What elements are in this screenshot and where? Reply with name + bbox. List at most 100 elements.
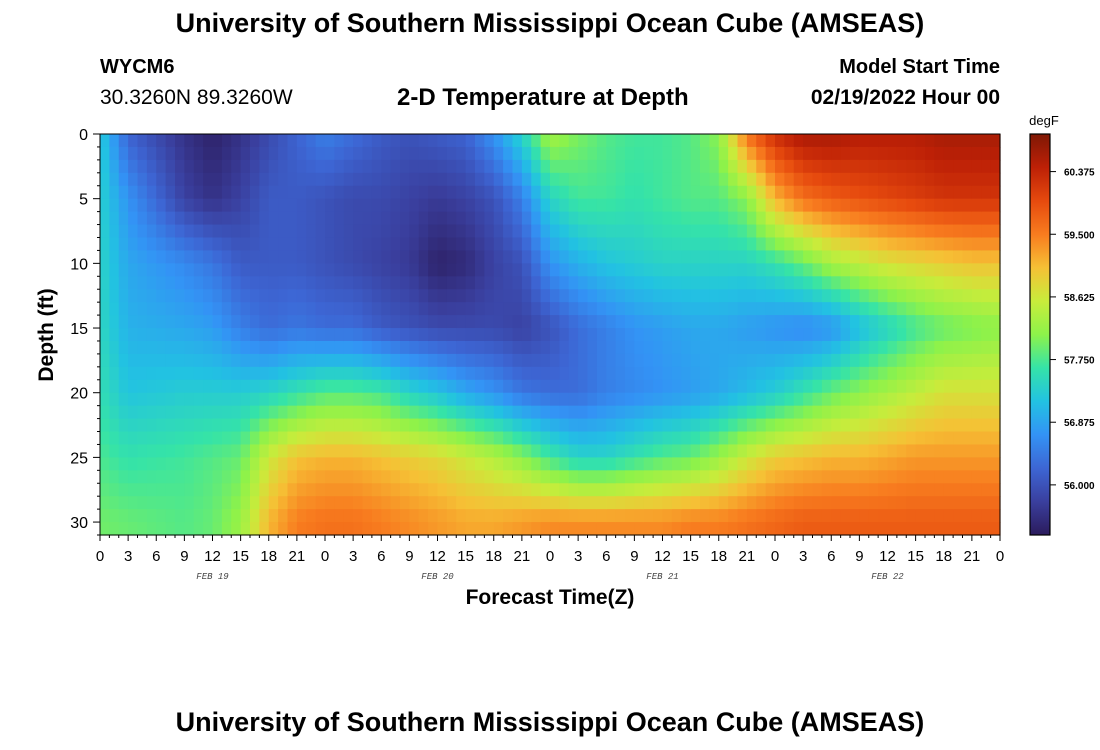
heatmap-cell	[446, 159, 457, 174]
heatmap-cell	[568, 366, 579, 381]
heatmap-cell	[343, 237, 354, 252]
heatmap-cell	[465, 302, 476, 316]
heatmap-cell	[325, 276, 335, 290]
heatmap-cell	[203, 470, 214, 484]
heatmap-cell	[981, 483, 992, 497]
heatmap-cell	[606, 185, 617, 200]
heatmap-cell	[381, 366, 392, 381]
heatmap-cell	[465, 146, 476, 161]
heatmap-cell	[812, 315, 823, 329]
heatmap-cell	[887, 444, 898, 458]
heatmap-cell	[475, 483, 485, 497]
heatmap-cell	[606, 457, 617, 471]
heatmap-cell	[118, 457, 129, 471]
y-tick-label: 20	[70, 386, 88, 403]
heatmap-cell	[812, 211, 823, 226]
heatmap-cell	[221, 392, 232, 407]
heatmap-cell	[231, 302, 242, 316]
heatmap-cell	[765, 496, 776, 510]
heatmap-cell	[746, 302, 757, 316]
heatmap-cell	[981, 340, 992, 355]
heatmap-cell	[793, 457, 804, 471]
heatmap-cell	[615, 353, 626, 368]
heatmap-cell	[400, 159, 410, 174]
heatmap-cell	[409, 134, 420, 148]
heatmap-cell	[334, 146, 345, 161]
heatmap-cell	[334, 366, 345, 381]
heatmap-cell	[521, 224, 532, 239]
heatmap-cell	[503, 444, 514, 458]
heatmap-cell	[840, 328, 851, 342]
heatmap-cell	[437, 405, 448, 420]
heatmap-cell	[465, 250, 476, 264]
heatmap-cell	[681, 250, 692, 264]
heatmap-cell	[428, 483, 439, 497]
heatmap-cell	[915, 172, 926, 187]
heatmap-cell	[681, 198, 692, 213]
heatmap-cell	[840, 522, 851, 536]
heatmap-cell	[653, 418, 664, 433]
heatmap-cell	[109, 522, 120, 536]
heatmap-cell	[353, 250, 364, 264]
heatmap-cell	[981, 353, 992, 368]
heatmap-cell	[231, 522, 242, 536]
heatmap-cell	[925, 172, 935, 187]
heatmap-cell	[606, 470, 617, 484]
heatmap-cell	[559, 457, 570, 471]
heatmap-cell	[596, 172, 607, 187]
heatmap-cell	[550, 509, 560, 523]
heatmap-cell	[184, 185, 195, 200]
heatmap-cell	[437, 302, 448, 316]
heatmap-cell	[934, 315, 945, 329]
heatmap-cell	[765, 328, 776, 342]
heatmap-cell	[428, 224, 439, 239]
heatmap-cell	[906, 276, 917, 290]
heatmap-cell	[165, 211, 176, 226]
heatmap-cell	[109, 366, 120, 381]
heatmap-cell	[896, 211, 907, 226]
heatmap-cell	[896, 328, 907, 342]
heatmap-cell	[775, 237, 785, 252]
heatmap-cell	[362, 198, 373, 213]
heatmap-cell	[821, 483, 832, 497]
heatmap-cell	[559, 250, 570, 264]
heatmap-cell	[568, 431, 579, 446]
heatmap-cell	[596, 353, 607, 368]
heatmap-cell	[418, 289, 429, 303]
heatmap-cell	[146, 328, 157, 342]
heatmap-cell	[681, 185, 692, 200]
heatmap-cell	[137, 405, 148, 420]
heatmap-cell	[146, 250, 157, 264]
heatmap-cell	[400, 289, 410, 303]
heatmap-cell	[746, 198, 757, 213]
heatmap-cell	[165, 185, 176, 200]
heatmap-cell	[803, 470, 814, 484]
heatmap-cell	[146, 159, 157, 174]
heatmap-cell	[643, 289, 654, 303]
heatmap-cell	[756, 392, 767, 407]
heatmap-cell	[287, 444, 298, 458]
heatmap-cell	[193, 315, 204, 329]
heatmap-cell	[175, 224, 185, 239]
heatmap-cell	[756, 509, 767, 523]
heatmap-cell	[334, 522, 345, 536]
heatmap-cell	[878, 302, 889, 316]
heatmap-cell	[493, 159, 504, 174]
heatmap-cell	[718, 185, 729, 200]
heatmap-cell	[700, 353, 710, 368]
heatmap-cell	[484, 496, 495, 510]
heatmap-cell	[662, 134, 673, 148]
heatmap-cell	[568, 483, 579, 497]
heatmap-cell	[175, 379, 185, 394]
heatmap-cell	[681, 509, 692, 523]
heatmap-cell	[343, 509, 354, 523]
heatmap-cell	[868, 289, 879, 303]
heatmap-cell	[287, 185, 298, 200]
heatmap-cell	[934, 172, 945, 187]
heatmap-cell	[587, 392, 598, 407]
heatmap-cell	[765, 224, 776, 239]
heatmap-cell	[878, 483, 889, 497]
heatmap-cell	[746, 328, 757, 342]
heatmap-cell	[775, 522, 785, 536]
heatmap-cell	[306, 418, 317, 433]
